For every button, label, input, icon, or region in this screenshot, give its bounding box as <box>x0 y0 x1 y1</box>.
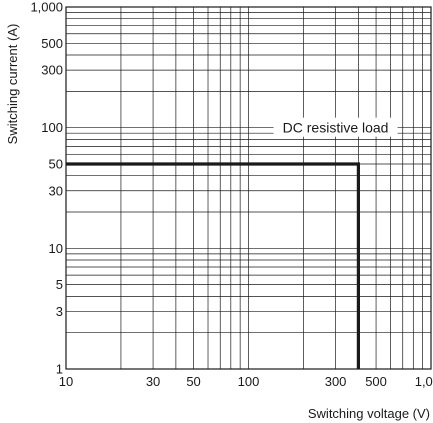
annotation-background <box>273 117 398 137</box>
x-tick-label: 500 <box>365 374 387 389</box>
y-tick-label: 1,000 <box>30 0 63 15</box>
y-axis-label: Switching current (A) <box>5 24 20 145</box>
series-group <box>66 162 360 369</box>
y-tick-label: 1 <box>56 362 63 377</box>
y-tick-label: 10 <box>49 241 63 256</box>
y-tick-labels: 1 3 5 10 30 50 100 300 500 1,000 <box>30 0 63 377</box>
y-tick-label: 500 <box>41 36 63 51</box>
x-tick-label: 30 <box>146 374 160 389</box>
x-tick-label: 1,000 <box>415 374 433 389</box>
x-tick-labels: 10 30 50 100 300 500 1,000 <box>59 374 433 389</box>
series-line-dc-resistive-load <box>66 162 360 369</box>
grid-lines <box>66 7 431 369</box>
x-tick-label: 300 <box>325 374 347 389</box>
plot-frame <box>65 6 432 370</box>
y-tick-label: 100 <box>41 120 63 135</box>
x-tick-label: 10 <box>59 374 73 389</box>
annotations-group: DC resistive load <box>273 117 398 137</box>
y-tick-label: 30 <box>49 183 63 198</box>
annotation-dc-resistive-load: DC resistive load <box>283 120 389 136</box>
x-tick-label: 100 <box>238 374 260 389</box>
x-tick-label: 50 <box>186 374 200 389</box>
y-tick-label: 300 <box>41 63 63 78</box>
y-tick-label: 5 <box>56 277 63 292</box>
x-axis-label: Switching voltage (V) <box>308 406 430 421</box>
y-tick-label: 50 <box>49 156 63 171</box>
y-tick-label: 3 <box>56 304 63 319</box>
